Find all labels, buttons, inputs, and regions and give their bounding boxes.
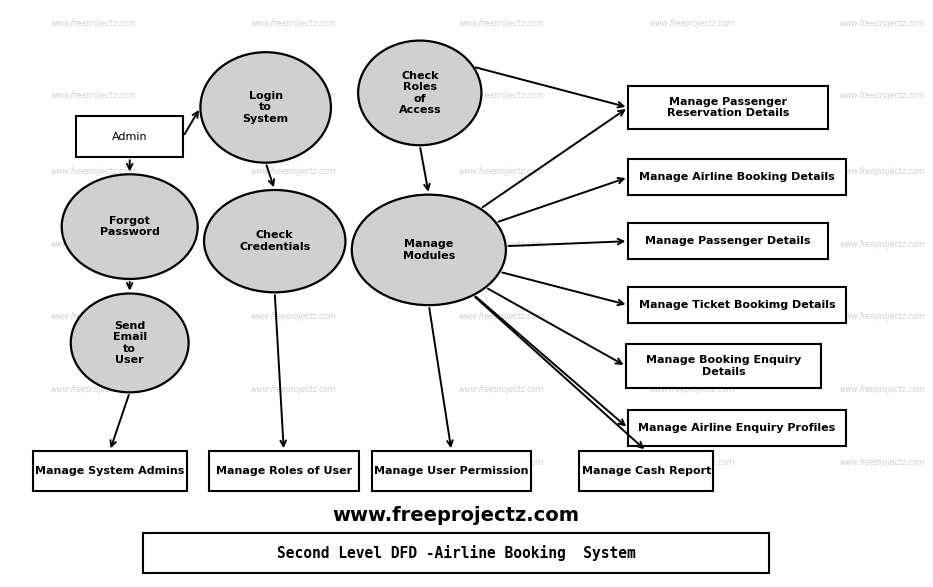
Text: www.freeprojectz.com: www.freeprojectz.com [459,385,544,394]
Text: Manage
Modules: Manage Modules [403,239,455,261]
FancyBboxPatch shape [628,410,846,447]
Text: Login
to
System: Login to System [243,91,288,124]
FancyBboxPatch shape [579,451,714,491]
Ellipse shape [352,195,506,305]
Text: www.freeprojectz.com: www.freeprojectz.com [50,312,136,321]
Text: www.freeprojectz.com: www.freeprojectz.com [250,92,336,100]
FancyBboxPatch shape [628,287,846,323]
FancyBboxPatch shape [33,451,187,491]
Text: www.freeprojectz.com: www.freeprojectz.com [459,92,544,100]
Text: www.freeprojectz.com: www.freeprojectz.com [50,458,136,467]
FancyBboxPatch shape [628,159,846,195]
Text: Manage Airline Enquiry Profiles: Manage Airline Enquiry Profiles [638,423,836,433]
Text: Manage Passenger
Reservation Details: Manage Passenger Reservation Details [667,97,789,118]
Text: www.freeprojectz.com: www.freeprojectz.com [250,312,336,321]
Text: www.freeprojectz.com: www.freeprojectz.com [250,385,336,394]
Text: www.freeprojectz.com: www.freeprojectz.com [459,19,544,28]
Text: Manage Roles of User: Manage Roles of User [216,466,352,476]
FancyBboxPatch shape [628,86,828,129]
FancyBboxPatch shape [626,345,821,388]
Text: www.freeprojectz.com: www.freeprojectz.com [50,385,136,394]
Text: www.freeprojectz.com: www.freeprojectz.com [649,167,734,176]
Text: Manage Booking Enquiry
Details: Manage Booking Enquiry Details [646,355,801,377]
Text: Manage System Admins: Manage System Admins [35,466,185,476]
Text: www.freeprojectz.com: www.freeprojectz.com [840,312,925,321]
Text: www.freeprojectz.com: www.freeprojectz.com [250,19,336,28]
Text: www.freeprojectz.com: www.freeprojectz.com [840,385,925,394]
FancyBboxPatch shape [628,223,828,259]
Text: www.freeprojectz.com: www.freeprojectz.com [840,239,925,248]
Text: Manage Passenger Details: Manage Passenger Details [646,236,811,246]
Text: www.freeprojectz.com: www.freeprojectz.com [840,19,925,28]
Text: www.freeprojectz.com: www.freeprojectz.com [459,458,544,467]
Ellipse shape [71,294,188,392]
Text: Manage User Permission: Manage User Permission [374,466,529,476]
Text: www.freeprojectz.com: www.freeprojectz.com [649,19,734,28]
Text: www.freeprojectz.com: www.freeprojectz.com [50,167,136,176]
Ellipse shape [62,174,198,279]
Text: Manage Cash Report: Manage Cash Report [581,466,711,476]
Ellipse shape [201,52,331,163]
Text: www.freeprojectz.com: www.freeprojectz.com [649,92,734,100]
Text: www.freeprojectz.com: www.freeprojectz.com [840,167,925,176]
Text: Send
Email
to
User: Send Email to User [113,321,146,365]
Text: www.freeprojectz.com: www.freeprojectz.com [332,506,579,525]
Ellipse shape [358,41,481,145]
Text: www.freeprojectz.com: www.freeprojectz.com [649,458,734,467]
FancyBboxPatch shape [372,451,531,491]
Text: www.freeprojectz.com: www.freeprojectz.com [840,92,925,100]
Ellipse shape [204,190,345,292]
Text: www.freeprojectz.com: www.freeprojectz.com [250,239,336,248]
Text: www.freeprojectz.com: www.freeprojectz.com [649,312,734,321]
Text: www.freeprojectz.com: www.freeprojectz.com [250,167,336,176]
Text: www.freeprojectz.com: www.freeprojectz.com [50,239,136,248]
Text: Manage Ticket Bookimg Details: Manage Ticket Bookimg Details [639,300,835,310]
Text: Check
Credentials: Check Credentials [239,230,311,252]
Text: www.freeprojectz.com: www.freeprojectz.com [50,19,136,28]
Text: www.freeprojectz.com: www.freeprojectz.com [649,385,734,394]
Text: www.freeprojectz.com: www.freeprojectz.com [50,92,136,100]
Text: www.freeprojectz.com: www.freeprojectz.com [840,458,925,467]
Text: www.freeprojectz.com: www.freeprojectz.com [459,167,544,176]
Text: www.freeprojectz.com: www.freeprojectz.com [250,458,336,467]
Text: Check
Roles
of
Access: Check Roles of Access [398,70,441,115]
FancyBboxPatch shape [144,533,769,572]
Text: www.freeprojectz.com: www.freeprojectz.com [649,239,734,248]
Text: www.freeprojectz.com: www.freeprojectz.com [459,239,544,248]
Text: Manage Airline Booking Details: Manage Airline Booking Details [639,172,835,182]
Text: Second Level DFD -Airline Booking  System: Second Level DFD -Airline Booking System [277,545,635,561]
FancyBboxPatch shape [77,116,183,157]
Text: www.freeprojectz.com: www.freeprojectz.com [459,312,544,321]
FancyBboxPatch shape [209,451,358,491]
Text: Forgot
Password: Forgot Password [100,216,160,237]
Text: Admin: Admin [112,131,147,141]
